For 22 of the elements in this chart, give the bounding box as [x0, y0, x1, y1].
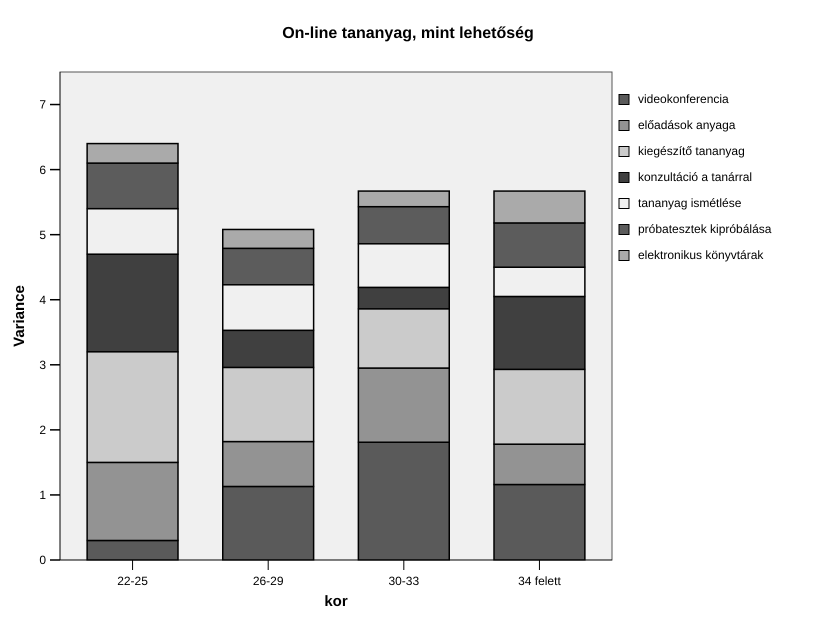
chart-title: On-line tananyag, mint lehetőség: [282, 25, 534, 42]
legend-label: előadások anyaga: [638, 118, 736, 132]
x-tick-label: 34 felett: [518, 574, 562, 588]
x-tick-label: 22-25: [117, 574, 148, 588]
x-tick-label: 30-33: [388, 574, 420, 588]
legend-label: videokonferencia: [638, 92, 730, 106]
y-axis-title: Variance: [11, 285, 28, 347]
y-tick-label: 5: [39, 228, 46, 242]
y-tick-label: 7: [39, 98, 46, 112]
y-tick-label: 1: [39, 488, 46, 502]
x-tick-label: 26-29: [252, 574, 284, 588]
y-tick-label: 6: [39, 162, 46, 177]
y-tick-label: 3: [39, 358, 46, 372]
y-tick-label: 4: [39, 292, 46, 307]
legend-label: konzultáció a tanárral: [638, 170, 752, 184]
y-tick-label: 0: [39, 553, 46, 568]
legend-label: elektronikus könyvtárak: [638, 248, 764, 262]
y-tick-label: 2: [39, 423, 46, 438]
legend-label: kiegészítő tananyag: [638, 144, 745, 158]
x-axis-title: kor: [324, 593, 348, 610]
legend-label: próbatesztek kipróbálása: [638, 222, 772, 236]
legend-label: tananyag ismétlése: [638, 196, 742, 210]
